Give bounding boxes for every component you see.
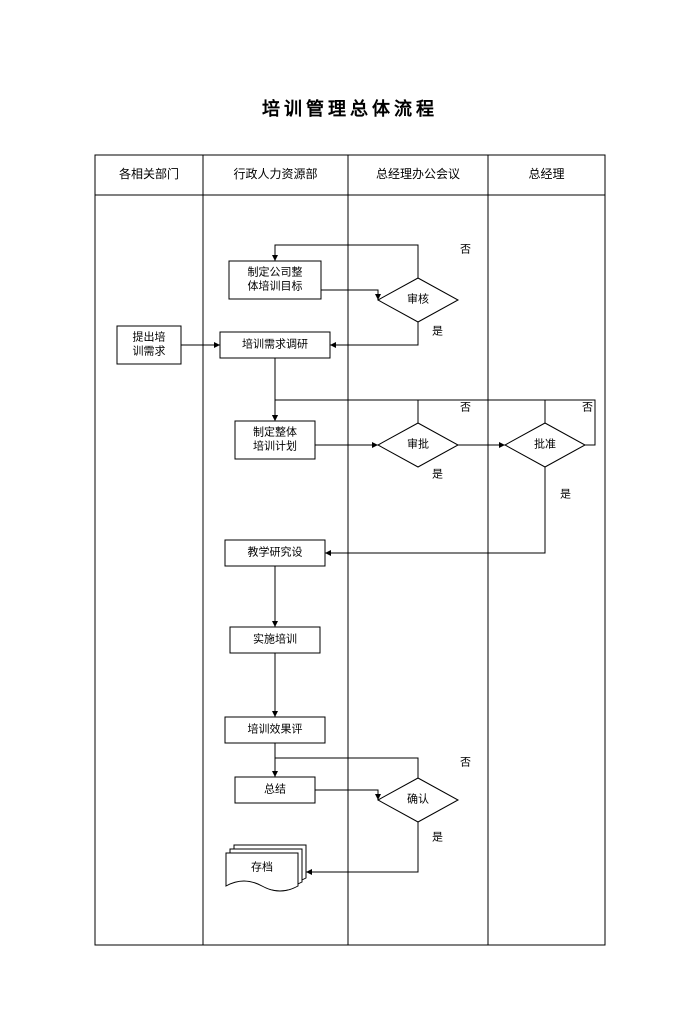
svg-text:实施培训: 实施培训 [253,632,297,646]
node-n2: 制定公司整体培训目标 [229,261,321,299]
node-n1: 提出培训需求 [117,326,181,364]
svg-text:培训计划: 培训计划 [253,439,297,453]
svg-text:训需求: 训需求 [133,345,166,358]
page: 培训管理总体流程 各相关部门行政人力资源部总经理办公会议总经理 否是否是否是否是… [0,0,700,1030]
svg-text:制定整体: 制定整体 [253,425,297,439]
node-n12: 确认 [378,778,458,822]
swimlanes: 各相关部门 行政人力资源部 总经理办公会议 总经理 [95,155,605,945]
node-n6: 审批 [378,423,458,467]
svg-text:批准: 批准 [534,437,556,451]
node-n10: 培训效果评 [225,717,325,743]
svg-text:否: 否 [460,757,471,769]
svg-text:审批: 审批 [407,437,429,451]
svg-text:各相关部门: 各相关部门 [119,166,179,181]
svg-text:体培训目标: 体培训目标 [248,279,303,293]
svg-text:总结: 总结 [264,782,286,796]
flowchart-svg: 各相关部门行政人力资源部总经理办公会议总经理 否是否是否是否是 提出培训需求制定… [0,0,700,1030]
svg-text:存档: 存档 [251,860,273,874]
nodes: 提出培训需求制定公司整体培训目标审核培训需求调研制定整体培训计划审批批准教学研究… [117,261,585,891]
node-n7: 批准 [505,423,585,467]
node-n3: 审核 [378,278,458,322]
svg-text:否: 否 [460,402,471,414]
svg-text:审核: 审核 [407,292,429,306]
svg-text:行政人力资源部: 行政人力资源部 [233,166,317,181]
node-n8: 教学研究设 [225,540,325,566]
svg-text:确认: 确认 [407,793,429,806]
svg-text:教学研究设: 教学研究设 [248,545,303,559]
svg-text:是: 是 [560,488,571,501]
node-n11: 总结 [235,777,315,803]
svg-text:否: 否 [460,244,471,256]
node-n9: 实施培训 [230,627,320,653]
svg-text:总经理办公会议: 总经理办公会议 [376,166,460,181]
node-n4: 培训需求调研 [220,332,330,358]
svg-text:培训效果评: 培训效果评 [248,722,303,736]
node-n5: 制定整体培训计划 [235,421,315,459]
svg-text:制定公司整: 制定公司整 [248,265,303,279]
svg-text:是: 是 [432,831,443,844]
svg-text:是: 是 [432,468,443,481]
svg-text:培训需求调研: 培训需求调研 [242,337,308,351]
svg-text:提出培: 提出培 [133,330,166,344]
svg-text:总经理: 总经理 [528,167,564,181]
svg-text:否: 否 [582,402,593,414]
svg-text:是: 是 [432,325,443,338]
node-n13: 存档 [226,845,306,891]
